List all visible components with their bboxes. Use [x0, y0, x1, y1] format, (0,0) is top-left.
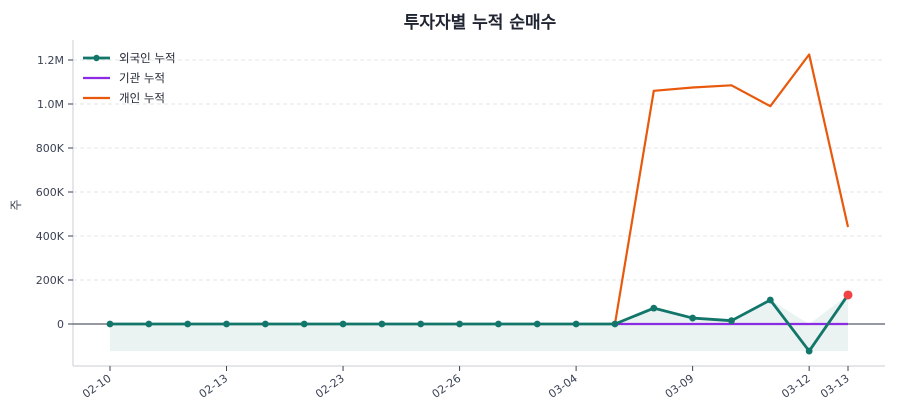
- legend-label: 외국인 누적: [119, 51, 176, 65]
- point-marker: [378, 320, 386, 328]
- point-marker: [689, 314, 697, 322]
- point-marker: [261, 320, 269, 328]
- y-tick-label: 600K: [36, 186, 65, 199]
- y-axis-ticks: 0 200K 400K 600K 800K 1.0M 1.2M: [36, 54, 73, 331]
- point-marker: [533, 320, 541, 328]
- y-tick-label: 400K: [36, 230, 65, 243]
- legend-label: 기관 누적: [119, 71, 165, 85]
- point-marker: [766, 296, 774, 304]
- point-marker: [184, 320, 192, 328]
- point-marker: [728, 317, 735, 325]
- fill-above-zero: [110, 294, 848, 324]
- fill-below-zero: [110, 324, 848, 352]
- last-point-marker: [843, 290, 853, 300]
- point-marker: [145, 320, 153, 328]
- x-tick-label: 02-13: [197, 372, 231, 401]
- point-marker: [339, 320, 347, 328]
- point-marker: [495, 320, 502, 328]
- y-tick-label: 800K: [36, 142, 65, 155]
- y-tick-label: 1.0M: [37, 98, 64, 111]
- series-lines: [106, 53, 853, 355]
- point-marker: [611, 320, 619, 328]
- x-tick-label: 03-12: [779, 372, 813, 401]
- point-marker: [223, 320, 230, 328]
- x-axis-ticks: 02-10 02-13 02-23 02-26 03-04 03-09 03-12 03-13: [80, 366, 852, 401]
- x-tick-label: 03-13: [818, 372, 852, 401]
- x-tick-label: 02-10: [80, 372, 114, 401]
- x-tick-label: 03-04: [546, 372, 580, 401]
- y-axis-label: 주: [9, 199, 23, 210]
- point-marker: [456, 320, 463, 328]
- x-tick-label: 02-23: [313, 372, 347, 401]
- foreign-fill-area: [110, 294, 848, 352]
- legend-marker: [93, 54, 100, 62]
- point-marker: [106, 320, 114, 328]
- y-tick-label: 0: [57, 318, 64, 331]
- x-tick-label: 02-26: [430, 372, 464, 401]
- point-marker: [417, 320, 425, 328]
- x-tick-label: 03-09: [663, 372, 697, 401]
- y-tick-label: 200K: [36, 274, 65, 287]
- series-line-2: [613, 53, 850, 325]
- series-line-0: [110, 294, 850, 353]
- point-marker: [650, 304, 658, 312]
- point-marker: [805, 347, 813, 355]
- legend-label: 개인 누적: [119, 91, 165, 105]
- point-marker: [300, 320, 308, 328]
- chart-title: 투자자별 누적 순매수: [404, 13, 557, 33]
- point-marker: [572, 320, 580, 328]
- gridlines: [73, 59, 885, 281]
- y-tick-label: 1.2M: [37, 54, 64, 67]
